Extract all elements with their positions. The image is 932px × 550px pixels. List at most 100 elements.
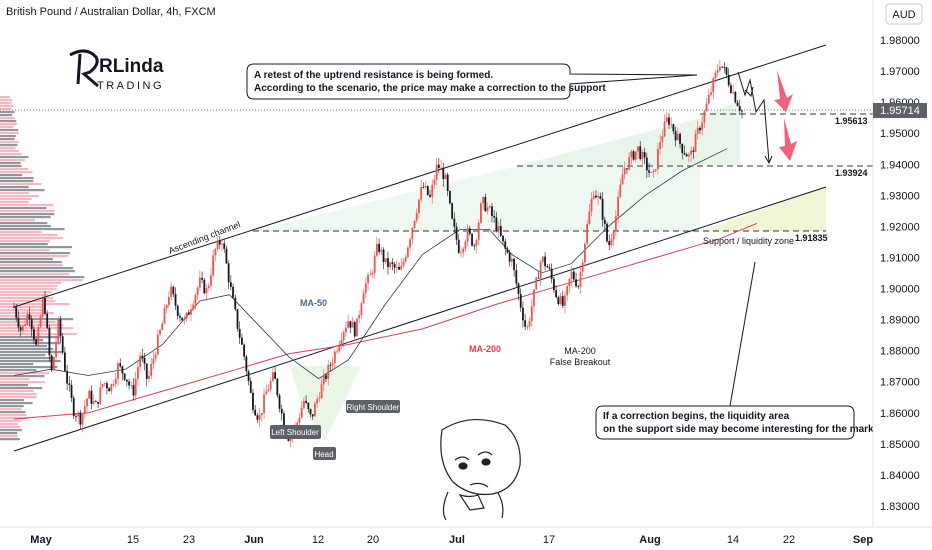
candle-body [252, 392, 254, 410]
currency-badge[interactable]: AUD [885, 3, 923, 25]
candle-body [265, 391, 268, 395]
candle-body [35, 339, 38, 345]
candle-body [106, 383, 108, 389]
volume-profile-bar [0, 117, 15, 120]
candle-body [70, 384, 73, 398]
volume-profile-bar [0, 318, 74, 321]
candle-body [435, 164, 438, 180]
candle-body [513, 258, 515, 271]
volume-profile-bar [0, 192, 30, 195]
volume-profile-bar [0, 285, 58, 288]
candle-body [457, 239, 460, 253]
candle-body [108, 388, 111, 392]
candle-body [300, 407, 303, 418]
candle-body [420, 187, 423, 200]
date-tick-label: Sep [853, 534, 873, 546]
volume-profile-bar [0, 213, 55, 216]
candle-body [628, 157, 631, 170]
candle-body [433, 179, 436, 185]
volume-profile-bar [0, 201, 29, 204]
candle-body [263, 394, 265, 414]
candle-body [561, 296, 564, 306]
volume-profile-bar [0, 435, 18, 438]
candle-body [114, 378, 117, 385]
candle-body [654, 169, 657, 171]
volume-profile-bar [0, 195, 39, 198]
candle-body [41, 298, 44, 317]
candle-body [130, 385, 133, 386]
candle-body [665, 117, 668, 122]
volume-profile-bar [0, 417, 29, 420]
candle-body [429, 194, 431, 197]
candle-body [741, 110, 743, 112]
candle-body [347, 321, 350, 328]
candle-body [599, 196, 602, 199]
candle-body [278, 395, 281, 409]
candle-body [223, 243, 226, 249]
candle-body [181, 317, 184, 321]
volume-profile-bar [0, 408, 22, 411]
candle-body [187, 312, 190, 315]
volume-profile-bar [0, 186, 29, 189]
candle-body [88, 390, 91, 399]
candle-body [730, 85, 732, 93]
channel-support-line [13, 186, 827, 452]
volume-profile-bar [0, 372, 50, 375]
candle-body [28, 314, 31, 320]
candle-body [55, 341, 57, 358]
volume-profile-bar [0, 180, 34, 183]
candle-body [362, 292, 365, 304]
candle-body [247, 371, 250, 382]
volume-profile-bar [0, 273, 70, 276]
candle-body [57, 319, 60, 342]
candle-body [422, 187, 425, 188]
candle-body [679, 133, 681, 144]
volume-profile-bar [0, 276, 85, 279]
volume-profile-bar [0, 132, 19, 135]
volume-profile-bar [0, 360, 61, 363]
candle-body [668, 117, 670, 125]
false-breakout-line-1: MA-200 [564, 346, 596, 356]
candle-body [530, 306, 533, 322]
candle-body [163, 308, 166, 324]
candle-body [539, 261, 542, 279]
candle-body [592, 195, 595, 199]
top-callout-line-1: A retest of the uptrend resistance is be… [254, 70, 493, 81]
current-price-value: 1.95714 [880, 105, 920, 117]
volume-profile-bar [0, 96, 10, 99]
candle-body [364, 283, 367, 293]
ma200-line [13, 222, 758, 420]
candle-body [610, 239, 613, 246]
candle-body [212, 255, 215, 276]
candle-body [33, 329, 35, 340]
projection-arrow-2 [764, 155, 773, 165]
candle-body [241, 337, 243, 345]
candle-body [546, 266, 549, 268]
volume-profile-bar [0, 270, 75, 273]
candle-body [137, 367, 139, 379]
candle-body [466, 228, 469, 242]
candle-body [17, 317, 20, 328]
candle-body [371, 272, 374, 275]
candle-body [504, 241, 507, 249]
candle-body [46, 313, 49, 328]
date-tick-label: Aug [639, 534, 660, 546]
volume-profile-bar [0, 402, 33, 405]
candle-body [725, 67, 728, 75]
volume-profile-bar [0, 348, 54, 351]
candle-body [229, 282, 232, 287]
candle-body [453, 218, 456, 227]
volume-profile-bar [0, 99, 13, 102]
candle-body [90, 390, 93, 404]
candle-body [623, 168, 626, 175]
volume-profile-bar [0, 345, 47, 348]
candle-body [203, 279, 206, 294]
volume-profile-bar [0, 423, 18, 426]
volume-profile-bar [0, 432, 18, 435]
volume-profile-bar [0, 156, 29, 159]
candle-body [172, 286, 175, 295]
ma50-label: MA-50 [300, 298, 327, 308]
candle-body [411, 227, 414, 240]
candle-body [342, 332, 345, 340]
